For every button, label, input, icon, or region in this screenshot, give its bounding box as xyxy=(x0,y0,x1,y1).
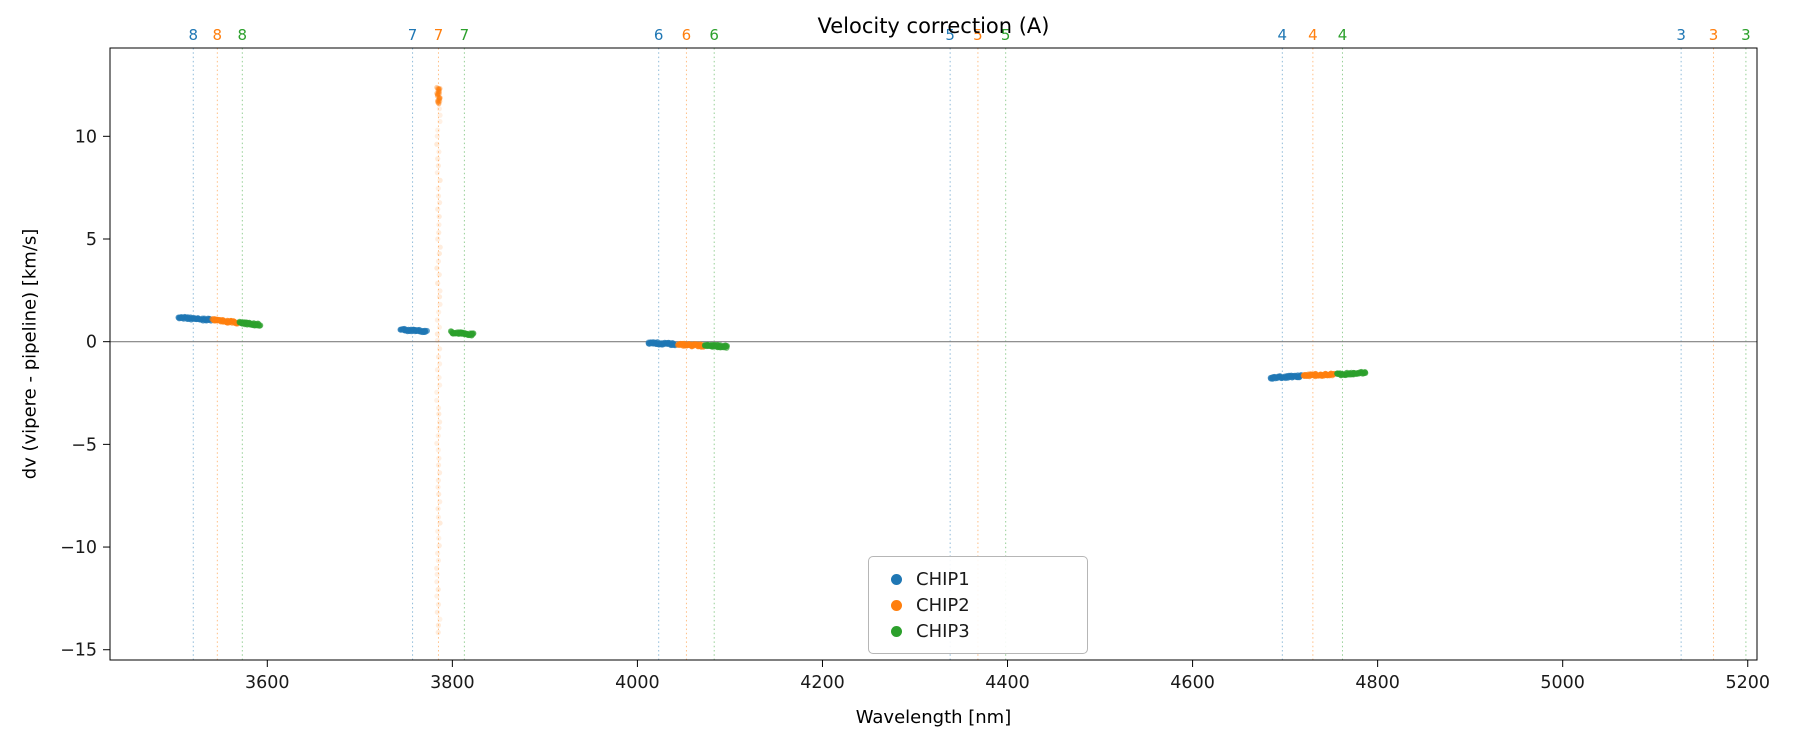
order-label: 4 xyxy=(1338,26,1348,44)
order-label: 8 xyxy=(238,26,248,44)
cluster-chip2-order8 xyxy=(209,316,241,327)
order-label: 3 xyxy=(1741,26,1751,44)
order-label: 5 xyxy=(1001,26,1011,44)
cluster-chip1-order4 xyxy=(1267,372,1305,382)
order-label: 6 xyxy=(682,26,692,44)
scatter-point xyxy=(1362,370,1369,377)
x-tick-label: 3600 xyxy=(245,673,290,693)
y-tick-label: −15 xyxy=(60,641,97,661)
order-label: 4 xyxy=(1278,26,1288,44)
cluster-chip3-order6 xyxy=(701,341,731,351)
cluster-chip1-order6 xyxy=(645,339,679,349)
order-label: 3 xyxy=(1676,26,1686,44)
order-label: 5 xyxy=(973,26,983,44)
legend-label-chip1: CHIP1 xyxy=(916,568,970,590)
x-tick-label: 4400 xyxy=(985,673,1030,693)
outlier-streak xyxy=(434,84,443,635)
scatter-point xyxy=(257,322,264,329)
plot-border xyxy=(109,47,1758,661)
x-tick-label: 4200 xyxy=(800,673,845,693)
chip2-marker-icon xyxy=(891,599,902,611)
order-label: 6 xyxy=(709,26,719,44)
chip1-marker-icon xyxy=(891,573,902,585)
cluster-chip1-order8 xyxy=(175,313,214,324)
x-axis-label: Wavelength [nm] xyxy=(855,707,1012,728)
y-tick-label: 0 xyxy=(86,333,97,353)
order-label: 7 xyxy=(408,26,418,44)
scatter-point xyxy=(470,330,477,337)
legend-item-chip1: CHIP1 xyxy=(883,566,1073,592)
order-label: 7 xyxy=(460,26,470,44)
legend: CHIP1 CHIP2 CHIP3 xyxy=(868,556,1088,654)
cluster-chip2-order4 xyxy=(1300,370,1338,380)
cluster-chip3-order8 xyxy=(236,318,264,329)
order-label: 7 xyxy=(434,26,444,44)
order-label: 4 xyxy=(1308,26,1318,44)
x-tick-label: 4600 xyxy=(1170,673,1215,693)
y-tick-label: −5 xyxy=(71,435,97,455)
y-tick-label: 5 xyxy=(86,230,97,250)
x-tick-label: 5000 xyxy=(1540,673,1585,693)
y-tick-label: 10 xyxy=(75,127,97,147)
cluster-chip2-order6 xyxy=(674,340,707,350)
chip3-marker-icon xyxy=(891,625,902,637)
order-label: 5 xyxy=(945,26,955,44)
order-label: 6 xyxy=(654,26,664,44)
y-tick-label: −10 xyxy=(60,538,97,558)
scatter-point xyxy=(724,342,731,349)
cluster-chip1-order7 xyxy=(397,325,430,336)
order-label: 3 xyxy=(1709,26,1719,44)
order-label: 8 xyxy=(213,26,223,44)
legend-label-chip3: CHIP3 xyxy=(916,620,970,642)
x-tick-label: 5200 xyxy=(1725,673,1770,693)
scatter-point xyxy=(423,327,430,334)
x-tick-label: 4000 xyxy=(615,673,660,693)
legend-label-chip2: CHIP2 xyxy=(916,594,970,616)
cluster-chip3-order4 xyxy=(1334,368,1369,379)
y-axis-label: dv (vipere - pipeline) [km/s] xyxy=(19,228,41,480)
legend-item-chip3: CHIP3 xyxy=(883,618,1073,644)
x-tick-label: 4800 xyxy=(1355,673,1400,693)
legend-item-chip2: CHIP2 xyxy=(883,592,1073,618)
x-tick-label: 3800 xyxy=(430,673,475,693)
order-label: 8 xyxy=(189,26,199,44)
cluster-chip3-order7 xyxy=(447,328,477,339)
